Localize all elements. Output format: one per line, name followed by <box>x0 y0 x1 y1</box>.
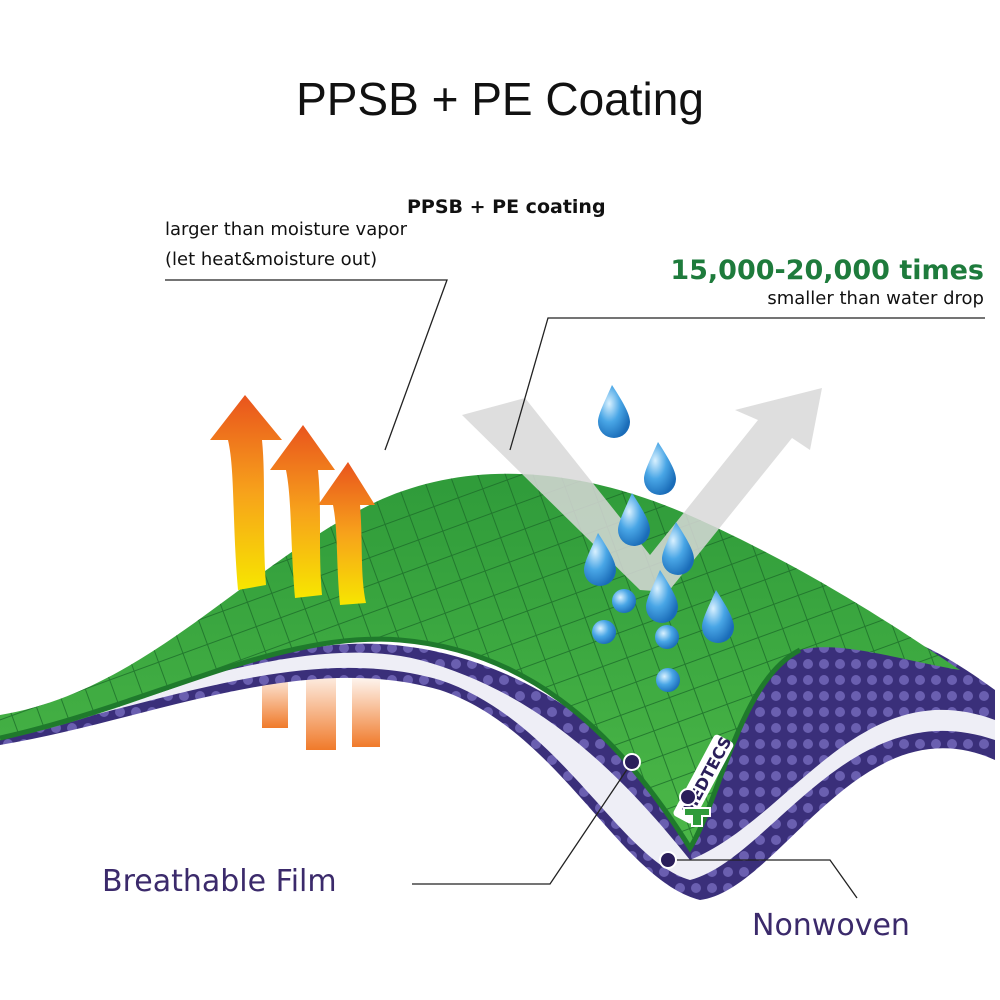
water-drop-icon <box>662 522 694 575</box>
water-repel-arrow <box>462 388 822 592</box>
water-drop-icon <box>598 385 630 438</box>
page-title: PPSB + PE Coating <box>296 73 704 125</box>
water-droplet-icon <box>656 668 680 692</box>
times-label: 15,000-20,000 times <box>670 255 984 286</box>
breathable-film-marker <box>623 753 641 771</box>
water-drop-icon <box>584 533 616 586</box>
arrow-up-icon <box>210 395 282 590</box>
water-drop-icon <box>618 493 650 546</box>
nonwoven-label: Nonwoven <box>752 908 910 943</box>
arrow-up-icon <box>318 462 375 605</box>
water-drop-icon <box>702 590 734 643</box>
nonwoven-marker <box>659 851 677 869</box>
water-droplet-icon <box>655 625 679 649</box>
water-drop-icon <box>644 442 676 495</box>
smaller-label: smaller than water drop <box>767 288 984 309</box>
white-interlayer <box>0 652 995 880</box>
water-drops <box>584 385 734 692</box>
water-droplet-icon <box>592 620 616 644</box>
water-drop-icon <box>646 570 678 623</box>
water-droplet-icon <box>612 589 636 613</box>
heat-arrows <box>210 395 375 605</box>
vapor-label-line2: (let heat&moisture out) <box>165 249 378 270</box>
arrow-up-icon <box>270 425 335 598</box>
coating-label: PPSB + PE coating <box>407 196 606 218</box>
vapor-label-line1: larger than moisture vapor <box>165 219 408 240</box>
leader-lines <box>165 279 985 899</box>
breathable-film-label: Breathable Film <box>102 864 337 899</box>
